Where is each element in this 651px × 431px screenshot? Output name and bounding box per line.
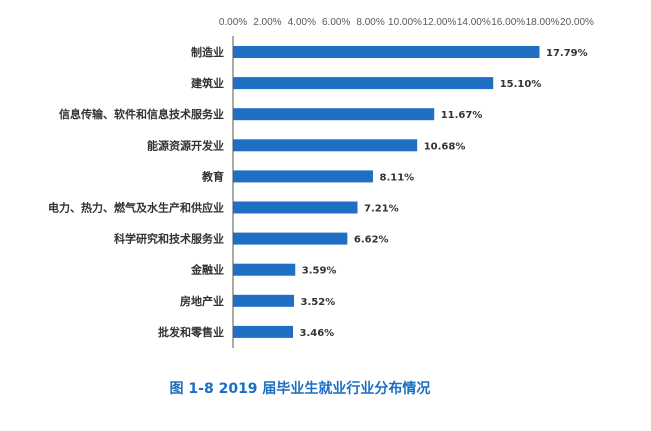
data-label: 8.11% <box>379 172 414 183</box>
x-tick-label: 14.00% <box>457 17 491 28</box>
bar <box>233 108 435 121</box>
data-label: 11.67% <box>441 110 483 121</box>
category-label: 信息传输、软件和信息技术服务业 <box>59 107 224 121</box>
data-label: 3.59% <box>302 266 337 277</box>
category-label: 金融业 <box>190 263 224 277</box>
category-label: 科学研究和技术服务业 <box>114 232 224 246</box>
data-label: 6.62% <box>354 235 389 246</box>
category-label: 教育 <box>201 169 224 183</box>
category-label: 能源资源开发业 <box>147 138 224 152</box>
category-label: 电力、热力、燃气及水生产和供应业 <box>48 201 224 215</box>
bar <box>233 46 540 58</box>
x-tick-label: 12.00% <box>422 17 456 28</box>
category-label: 建筑业 <box>191 76 224 90</box>
category-label: 批发和零售业 <box>158 325 224 339</box>
category-label: 房地产业 <box>180 294 224 308</box>
data-label: 3.46% <box>300 328 335 339</box>
bar <box>233 263 296 276</box>
data-label: 3.52% <box>301 297 336 308</box>
x-tick-label: 18.00% <box>526 17 560 28</box>
x-tick-label: 16.00% <box>491 17 525 28</box>
bar <box>233 170 373 183</box>
x-tick-label: 0.00% <box>219 17 247 28</box>
data-label: 10.68% <box>424 141 466 152</box>
data-label: 7.21% <box>364 204 399 215</box>
x-tick-label: 20.00% <box>560 17 594 28</box>
chart-title: 图 1-8 2019 届毕业生就业行业分布情况 <box>169 381 431 397</box>
bar <box>233 232 348 245</box>
x-tick-label: 6.00% <box>322 17 350 28</box>
x-tick-label: 10.00% <box>388 17 422 28</box>
bar <box>233 77 494 90</box>
x-tick-label: 4.00% <box>288 17 316 28</box>
bar <box>233 294 295 307</box>
bar <box>233 325 294 338</box>
data-label: 17.79% <box>546 48 588 59</box>
x-tick-label: 8.00% <box>356 17 384 28</box>
category-label: 制造业 <box>191 45 224 59</box>
bar <box>233 139 418 152</box>
bar <box>233 201 358 214</box>
x-tick-label: 2.00% <box>253 17 281 28</box>
data-label: 15.10% <box>500 79 542 90</box>
